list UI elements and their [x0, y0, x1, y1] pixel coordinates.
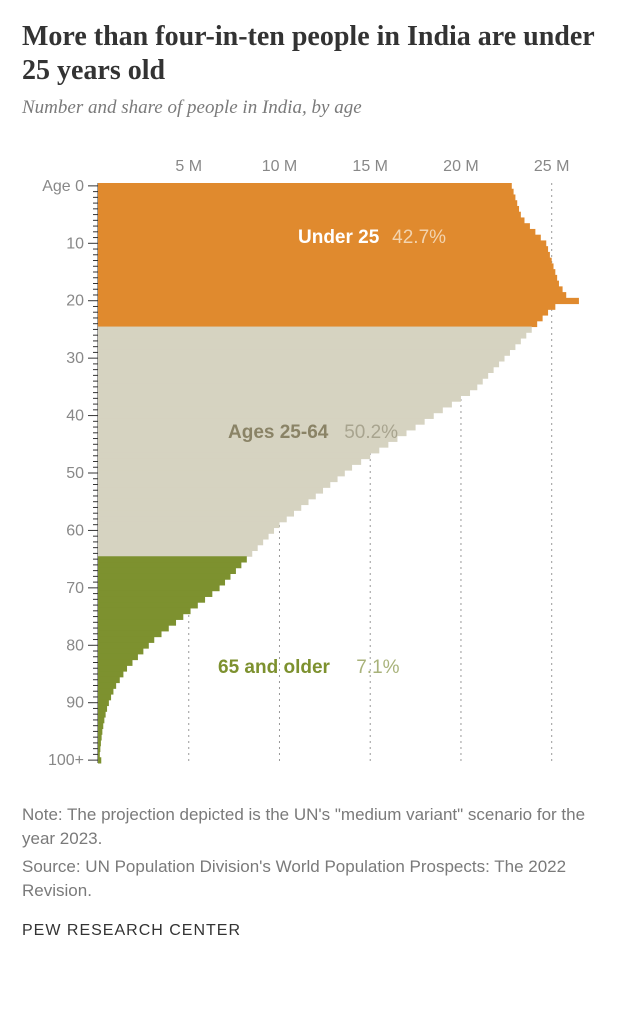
population-chart: 5 M 10 M 15 M 20 M 25 M Age 0 10 20 30 40 50 60 70 80…: [22, 143, 598, 783]
svg-text:65 and older: 65 and older: [218, 657, 331, 678]
svg-text:20: 20: [66, 293, 84, 310]
chart-container: 5 M 10 M 15 M 20 M 25 M Age 0 10 20 30 40 50 60 70 80…: [22, 143, 598, 783]
svg-text:50: 50: [66, 465, 84, 482]
svg-text:30: 30: [66, 350, 84, 367]
svg-text:60: 60: [66, 523, 84, 540]
svg-text:5 M: 5 M: [175, 158, 202, 175]
chart-title: More than four-in-ten people in India ar…: [22, 20, 598, 87]
svg-text:42.7%: 42.7%: [392, 227, 446, 248]
svg-text:7.1%: 7.1%: [356, 657, 399, 678]
svg-text:50.2%: 50.2%: [344, 422, 398, 443]
svg-text:10 M: 10 M: [262, 158, 298, 175]
svg-text:Age 0: Age 0: [42, 178, 84, 195]
svg-text:100+: 100+: [48, 752, 84, 769]
svg-text:70: 70: [66, 580, 84, 597]
chart-source: Source: UN Population Division's World P…: [22, 855, 598, 903]
svg-text:20 M: 20 M: [443, 158, 479, 175]
chart-subtitle: Number and share of people in India, by …: [22, 97, 598, 119]
svg-text:80: 80: [66, 637, 84, 654]
svg-text:40: 40: [66, 408, 84, 425]
footer-attribution: PEW RESEARCH CENTER: [22, 922, 598, 940]
svg-text:Ages 25-64: Ages 25-64: [228, 422, 329, 443]
svg-text:25 M: 25 M: [534, 158, 570, 175]
svg-text:15 M: 15 M: [352, 158, 388, 175]
svg-text:10: 10: [66, 235, 84, 252]
svg-text:90: 90: [66, 695, 84, 712]
svg-text:Under 25: Under 25: [298, 227, 380, 248]
chart-note: Note: The projection depicted is the UN'…: [22, 803, 598, 851]
